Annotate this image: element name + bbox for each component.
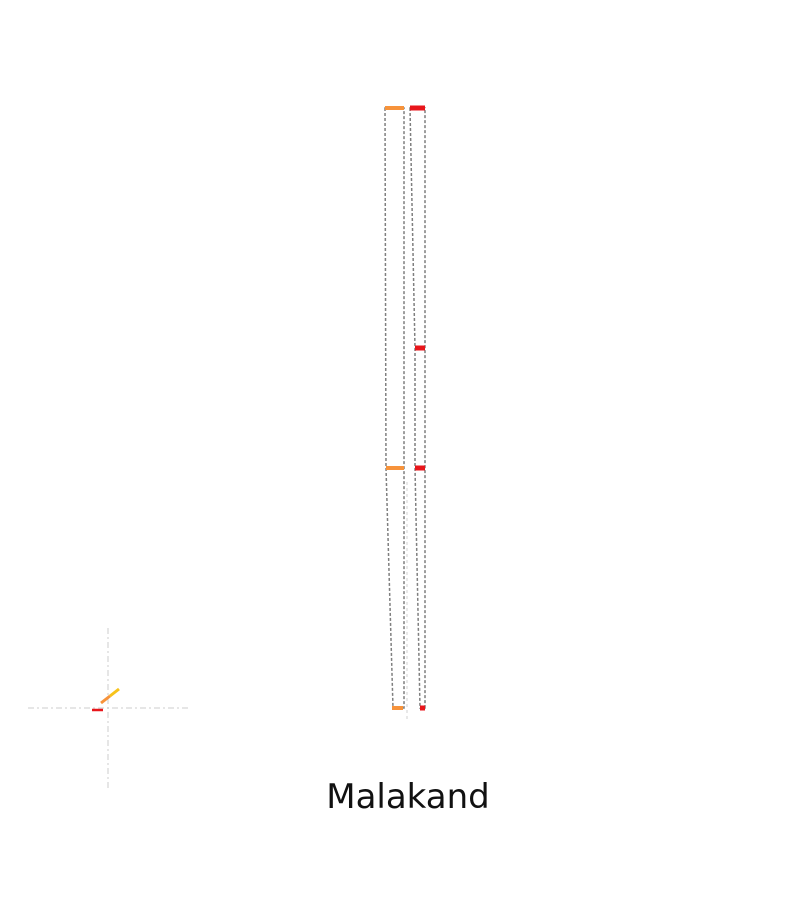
mini-chart <box>28 628 188 788</box>
band-group <box>384 105 426 722</box>
orange-band-mark <box>385 106 404 110</box>
red-band-mark <box>420 705 425 711</box>
mini-orange-mark <box>100 694 111 705</box>
red-band-outline <box>409 107 426 709</box>
orange-band-outline <box>384 107 405 709</box>
red-band-mark <box>415 465 425 471</box>
orange-band-mark <box>392 706 403 710</box>
mini-yellow-mark <box>109 687 120 698</box>
orange-band-mark <box>386 466 404 470</box>
chart-title: Malakand <box>326 777 490 817</box>
red-band-mark <box>410 105 425 111</box>
red-band-mark <box>415 345 425 351</box>
